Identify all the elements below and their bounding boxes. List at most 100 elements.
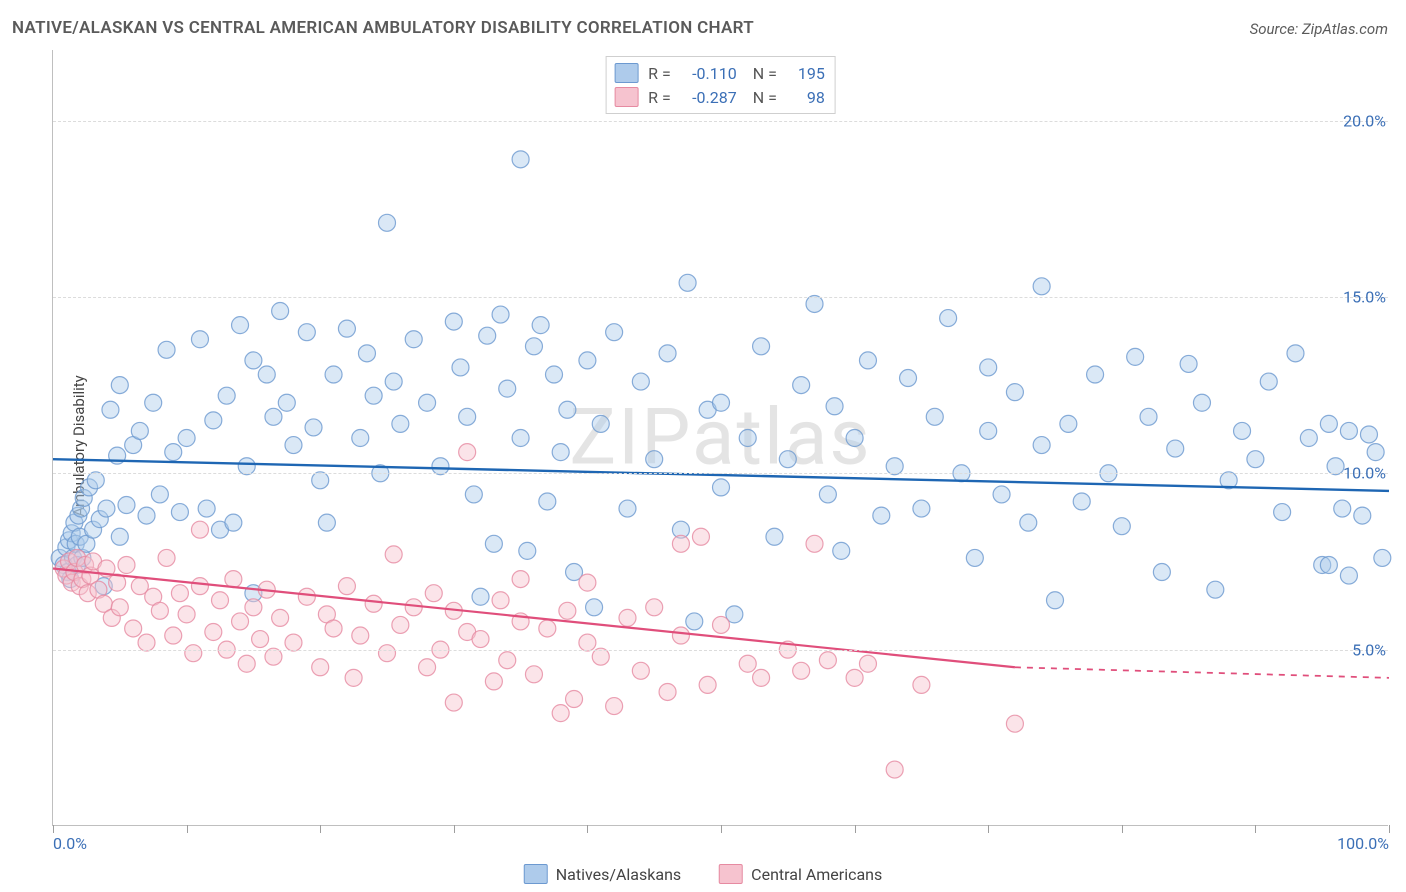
data-point-central	[245, 599, 262, 616]
data-point-natives	[102, 401, 119, 418]
data-point-central	[151, 602, 168, 619]
data-point-central	[739, 655, 756, 672]
stat-r-value: -0.287	[681, 88, 737, 107]
data-point-natives	[365, 387, 382, 404]
data-point-natives	[171, 504, 188, 521]
legend-label: Central Americans	[751, 865, 882, 884]
data-point-natives	[452, 359, 469, 376]
data-point-natives	[325, 366, 342, 383]
data-point-central	[525, 666, 542, 683]
data-point-central	[913, 676, 930, 693]
data-point-central	[692, 528, 709, 545]
data-point-central	[499, 652, 516, 669]
data-point-natives	[1060, 415, 1077, 432]
data-point-natives	[459, 408, 476, 425]
plot-frame: ZIPatlas R =-0.110N =195R =-0.287N =98 5…	[52, 50, 1388, 826]
data-point-natives	[646, 451, 663, 468]
data-point-central	[392, 616, 409, 633]
stat-n-value: 98	[787, 88, 825, 107]
data-point-central	[459, 444, 476, 461]
data-point-natives	[1033, 278, 1050, 295]
data-point-natives	[258, 366, 275, 383]
data-point-central	[619, 609, 636, 626]
x-tick-label: 0.0%	[53, 834, 87, 853]
data-point-natives	[118, 497, 135, 514]
data-point-natives	[679, 274, 696, 291]
data-point-central	[345, 669, 362, 686]
stats-legend-box: R =-0.110N =195R =-0.287N =98	[605, 56, 836, 114]
legend-label: Natives/Alaskans	[556, 865, 681, 884]
data-point-central	[472, 631, 489, 648]
data-point-natives	[1320, 556, 1337, 573]
data-point-natives	[1047, 592, 1064, 609]
data-point-central	[385, 546, 402, 563]
gridline	[53, 473, 1388, 474]
data-point-natives	[1234, 422, 1251, 439]
data-point-natives	[285, 437, 302, 454]
data-point-central	[445, 694, 462, 711]
gridline	[53, 650, 1388, 651]
data-point-natives	[1340, 567, 1357, 584]
data-point-central	[672, 627, 689, 644]
data-point-central	[753, 669, 770, 686]
data-point-natives	[1087, 366, 1104, 383]
data-point-natives	[158, 341, 175, 358]
stat-n-value: 195	[787, 64, 825, 83]
data-point-natives	[232, 317, 249, 334]
data-point-central	[212, 592, 229, 609]
data-point-natives	[358, 345, 375, 362]
data-point-natives	[552, 444, 569, 461]
data-point-natives	[198, 500, 215, 517]
data-point-central	[265, 648, 282, 665]
chart-svg	[53, 50, 1388, 825]
x-tick-mark	[855, 825, 856, 833]
gridline	[53, 297, 1388, 298]
data-point-natives	[225, 514, 242, 531]
data-point-natives	[1287, 345, 1304, 362]
data-point-central	[365, 595, 382, 612]
data-point-natives	[592, 415, 609, 432]
data-point-central	[252, 631, 269, 648]
x-tick-mark	[1389, 825, 1390, 833]
data-point-natives	[278, 394, 295, 411]
data-point-central	[312, 659, 329, 676]
source-credit: Source: ZipAtlas.com	[1250, 20, 1388, 38]
data-point-natives	[1360, 426, 1377, 443]
legend-swatch-natives	[524, 864, 548, 884]
data-point-natives	[238, 458, 255, 475]
data-point-central	[118, 556, 135, 573]
data-point-natives	[499, 380, 516, 397]
x-tick-mark	[53, 825, 54, 833]
data-point-central	[552, 705, 569, 722]
data-point-natives	[205, 412, 222, 429]
data-point-natives	[1180, 355, 1197, 372]
data-point-natives	[479, 327, 496, 344]
data-point-natives	[1207, 581, 1224, 598]
bottom-legend: Natives/Alaskans Central Americans	[524, 864, 883, 884]
data-point-central	[632, 662, 649, 679]
y-tick-label: 15.0%	[1343, 287, 1390, 306]
data-point-central	[238, 655, 255, 672]
data-point-central	[285, 634, 302, 651]
data-point-natives	[191, 331, 208, 348]
legend-item-central: Central Americans	[719, 864, 882, 884]
data-point-central	[886, 761, 903, 778]
data-point-natives	[926, 408, 943, 425]
data-point-central	[158, 549, 175, 566]
data-point-natives	[1140, 408, 1157, 425]
data-point-central	[171, 585, 188, 602]
data-point-natives	[1006, 384, 1023, 401]
swatch-central	[614, 87, 638, 107]
data-point-natives	[1300, 430, 1317, 447]
data-point-natives	[766, 528, 783, 545]
data-point-natives	[512, 151, 529, 168]
data-point-central	[405, 599, 422, 616]
data-point-central	[178, 606, 195, 623]
data-point-central	[325, 620, 342, 637]
data-point-natives	[145, 394, 162, 411]
data-point-central	[512, 571, 529, 588]
data-point-natives	[659, 345, 676, 362]
data-point-natives	[859, 352, 876, 369]
plot-area: ZIPatlas R =-0.110N =195R =-0.287N =98 5…	[52, 50, 1388, 826]
data-point-natives	[338, 320, 355, 337]
